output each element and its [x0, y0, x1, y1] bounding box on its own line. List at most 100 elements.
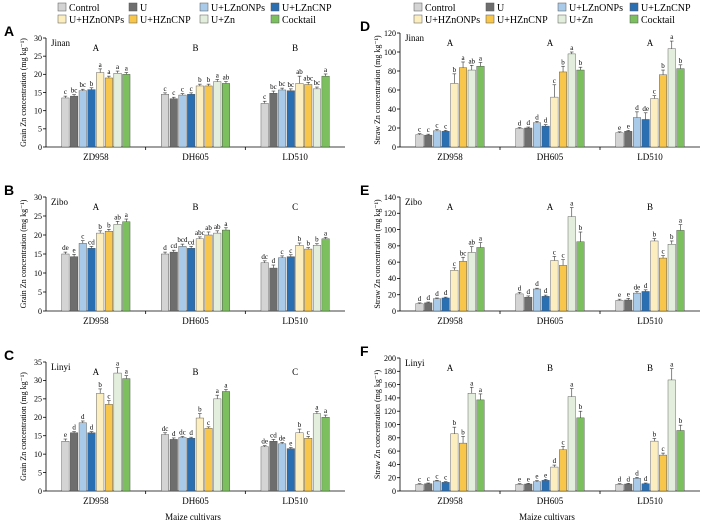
panel-letter: B [4, 182, 14, 198]
bar-u-zn [312, 413, 321, 492]
significance-letter: e [618, 124, 621, 132]
y-tick-label: 0 [38, 487, 42, 496]
y-tick-label: 120 [384, 29, 396, 38]
panel-letter: C [4, 347, 14, 363]
significance-letter: a [116, 63, 120, 71]
bar-u-hznonps [295, 245, 304, 312]
significance-letter: d [435, 290, 439, 298]
significance-letter: d [518, 120, 522, 128]
x-tick-label: LD510 [282, 152, 308, 162]
legend-label: Control [425, 3, 456, 14]
bar-u [424, 483, 433, 492]
bar-u-lzncnp [286, 90, 295, 148]
significance-letter: d [81, 413, 85, 421]
bar-control [415, 134, 424, 148]
bar-u [70, 256, 79, 312]
bar-cocktail [676, 430, 685, 492]
significance-letter: d [189, 429, 193, 437]
significance-letter: b [315, 236, 319, 244]
x-tick-label: ZD958 [83, 316, 109, 326]
significance-letter: a [116, 360, 120, 368]
bar-u-lzncnp [641, 483, 650, 492]
bar-u-lznonps [533, 122, 541, 148]
bar-u-hzncnp [204, 428, 213, 492]
bar-u-lzncnp [541, 480, 550, 492]
location-label: Jinan [405, 33, 424, 43]
significance-letter: c [207, 419, 210, 427]
significance-letter: e [544, 471, 547, 479]
bar-u-hzncnp [459, 67, 467, 148]
significance-letter: b [679, 57, 683, 65]
significance-letter: a [479, 235, 483, 243]
location-label: Zibo [51, 197, 68, 207]
cultivar-significance-letter: A [447, 363, 454, 373]
bar-cocktail [476, 66, 485, 148]
legend-item-u-lznonps: U+LZnONPs [557, 2, 623, 14]
x-tick-label: DH605 [182, 152, 209, 162]
bar-control [415, 303, 424, 312]
significance-letter: a [479, 54, 483, 62]
significance-letter: d [627, 475, 631, 483]
significance-letter: ab [223, 74, 230, 82]
legend-item-control: Control [57, 2, 100, 14]
cultivar-significance-letter: C [292, 367, 298, 377]
significance-letter: d [418, 295, 422, 303]
bar-cocktail [476, 247, 485, 312]
significance-letter: a [224, 220, 228, 228]
legend-label: U+LZnONPs [211, 3, 265, 14]
legend-item-u-zn: U+Zn [199, 14, 235, 26]
legend-item-cocktail: Cocktail [629, 14, 675, 26]
bar-u-zn [113, 224, 122, 312]
bar-u-hznonps [550, 260, 559, 312]
y-tick-label: 200 [384, 354, 396, 363]
legend-right: Control U U+LZnONPs U+LZnCNP U+HZnONPs U+HZnC… [413, 2, 691, 26]
panel-letter: E [360, 182, 369, 198]
significance-letter: cd [270, 431, 277, 439]
legend-item-u-hznonps: U+HZnONPs [413, 14, 480, 26]
bar-u-hznonps [195, 417, 204, 492]
y-tick-label: 20 [34, 231, 42, 240]
significance-letter: c [163, 85, 166, 93]
significance-letter: b [198, 76, 202, 84]
significance-letter: e [64, 431, 67, 439]
y-tick-label: 10 [34, 106, 42, 115]
cultivar-significance-letter: A [93, 43, 100, 53]
significance-letter: ab [205, 224, 212, 232]
legend-left: Control U U+LZnONPs U+LZnCNP U+HZnONPs U+HZnC… [57, 2, 332, 26]
cultivar-significance-letter: A [447, 202, 454, 212]
legend-item-u-lzncnp: U+LZnCNP [629, 2, 691, 14]
bar-u-lznonps [633, 292, 641, 312]
x-tick-label: LD510 [637, 496, 663, 506]
bar-cocktail [576, 241, 585, 312]
significance-letter: d [518, 284, 522, 292]
x-tick-label: ZD958 [83, 496, 109, 506]
bar-u-zn [113, 73, 122, 148]
y-tick-label: 20 [388, 474, 396, 483]
bar-control [61, 253, 70, 312]
bar-cocktail [576, 417, 585, 492]
legend-swatch [57, 14, 67, 24]
cultivar-significance-letter: B [192, 367, 198, 377]
significance-letter: a [125, 65, 129, 73]
bar-u-hzncnp [204, 234, 213, 312]
legend-label: Cocktail [641, 15, 675, 26]
cultivar-significance-letter: B [192, 202, 198, 212]
bar-u-hzncnp [104, 77, 113, 148]
legend-item-u-hznonps: U+HZnONPs [57, 14, 124, 26]
bar-u-zn [312, 88, 321, 148]
significance-letter: c [64, 88, 67, 96]
bar-cocktail [321, 238, 330, 312]
significance-letter: ab [214, 223, 221, 231]
significance-letter: de [642, 105, 649, 113]
bar-u-hzncnp [304, 438, 313, 492]
significance-letter: a [670, 361, 674, 369]
legend-item-control: Control [413, 2, 456, 14]
legend-label: U+HZnCNP [140, 15, 191, 26]
y-axis-title: Straw Zn concentration (mg kg⁻¹) [373, 370, 382, 480]
significance-letter: a [107, 68, 111, 76]
y-tick-label: 160 [384, 380, 396, 389]
legend-item-u-lznonps: U+LZnONPs [199, 2, 265, 14]
legend-swatch [485, 14, 495, 24]
cultivar-significance-letter: A [547, 202, 554, 212]
legend-label: U+LZnONPs [569, 3, 623, 14]
